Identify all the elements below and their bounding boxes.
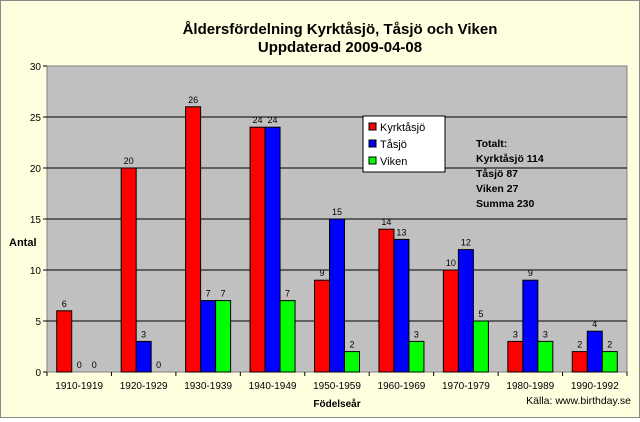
data-label: 9	[319, 268, 324, 278]
y-tick-label: 0	[35, 368, 41, 379]
chart-title: Åldersfördelning Kyrktåsjö, Tåsjö och Vi…	[183, 21, 498, 38]
x-tick-label: 1930-1939	[184, 381, 232, 392]
totals-line: Viken 27	[476, 183, 519, 195]
legend-box	[362, 115, 446, 173]
data-label: 14	[381, 217, 391, 227]
bar-kyrktåsjö	[571, 351, 588, 373]
x-axis-label: Födelseår	[313, 398, 360, 410]
data-label: 3	[513, 329, 518, 339]
bar-kyrktåsjö	[185, 106, 202, 373]
y-tick-label: 30	[30, 62, 42, 73]
totals-line: Summa 230	[476, 198, 535, 210]
bar-kyrktåsjö	[378, 228, 395, 373]
totals-line: Kyrktåsjö 114	[476, 153, 544, 165]
legend-label: Kyrktåsjö	[380, 122, 425, 134]
x-tick-label: 1920-1929	[120, 381, 168, 392]
data-label: 10	[446, 258, 456, 268]
y-tick-label: 10	[30, 266, 42, 277]
totals-annotation: Totalt: Kyrktåsjö 114 Tåsjö 87 Viken 27 Summ…	[476, 138, 544, 210]
x-tick-label: 1970-1979	[442, 381, 490, 392]
y-tick-label: 5	[35, 317, 41, 328]
data-label: 9	[528, 268, 533, 278]
bar-kyrktåsjö	[314, 279, 330, 373]
legend-swatch	[368, 156, 377, 165]
bars	[56, 106, 618, 373]
x-tick-label: 1990-1992	[571, 381, 619, 392]
legend-items: Kyrktåsjö Tåsjö Viken	[368, 122, 425, 168]
bar-viken	[279, 300, 296, 373]
data-label: 4	[592, 319, 597, 329]
bar-tåsjö	[457, 249, 474, 373]
bar-viken	[472, 320, 489, 373]
data-label: 12	[461, 238, 471, 248]
bar-tåsjö	[200, 300, 217, 373]
data-label: 24	[268, 115, 278, 125]
bar-kyrktåsjö	[442, 269, 459, 373]
bar-viken	[215, 300, 232, 373]
data-label: 6	[62, 299, 67, 309]
bar-tåsjö	[586, 330, 603, 373]
y-tick-label: 20	[30, 164, 42, 175]
x-axis-ticks: 1910-1919 1920-1929 1930-1939 1940-1949 1950…	[46, 372, 628, 392]
data-label: 7	[206, 289, 211, 299]
bar-viken	[537, 340, 554, 373]
legend-swatch	[368, 122, 377, 131]
data-label: 0	[156, 360, 161, 370]
data-label: 0	[77, 360, 82, 370]
x-tick-label: 1910-1919	[55, 381, 103, 392]
x-tick-label: 1980-1989	[506, 381, 554, 392]
data-label: 26	[188, 95, 198, 105]
bar-kyrktåsjö	[56, 310, 73, 373]
legend-label: Viken	[380, 156, 407, 168]
legend-swatch	[368, 139, 377, 148]
chart-subtitle: Uppdaterad 2009-04-08	[258, 39, 422, 56]
y-axis-label: Antal	[9, 237, 37, 249]
source-text: Källa: www.birthday.se	[526, 395, 631, 407]
totals-line: Totalt:	[476, 138, 507, 150]
y-axis-ticks: 0 5 10 15 20 25 30	[30, 62, 47, 379]
data-label: 3	[414, 329, 419, 339]
data-label: 20	[124, 156, 134, 166]
data-label: 3	[543, 329, 548, 339]
data-label: 0	[92, 360, 97, 370]
data-label: 7	[285, 289, 290, 299]
data-label: 13	[396, 227, 406, 237]
bar-tåsjö	[522, 279, 539, 373]
data-label: 2	[607, 340, 612, 350]
data-label: 3	[141, 329, 146, 339]
bar-tåsjö	[135, 340, 152, 373]
bar-tåsjö	[329, 218, 345, 373]
x-tick-label: 1960-1969	[378, 381, 426, 392]
bar-tåsjö	[393, 238, 410, 373]
totals-line: Tåsjö 87	[476, 168, 518, 180]
legend: Kyrktåsjö Tåsjö Viken	[362, 115, 446, 173]
data-label: 2	[349, 340, 354, 350]
bar-viken	[601, 351, 618, 373]
bar-viken	[344, 351, 360, 373]
data-label: 15	[332, 207, 342, 217]
y-tick-label: 15	[30, 215, 42, 226]
bar-kyrktåsjö	[507, 340, 524, 373]
y-tick-label: 25	[30, 113, 42, 124]
bar-kyrktåsjö	[120, 167, 137, 373]
data-label: 2	[577, 340, 582, 350]
data-label: 5	[478, 309, 483, 319]
bar-kyrktåsjö	[249, 126, 266, 373]
x-tick-label: 1950-1959	[313, 381, 361, 392]
bar-tåsjö	[264, 126, 281, 373]
x-tick-label: 1940-1949	[249, 381, 297, 392]
bar-viken	[408, 340, 425, 373]
legend-label: Tåsjö	[380, 139, 407, 151]
data-label: 7	[221, 289, 226, 299]
data-label: 24	[253, 115, 263, 125]
